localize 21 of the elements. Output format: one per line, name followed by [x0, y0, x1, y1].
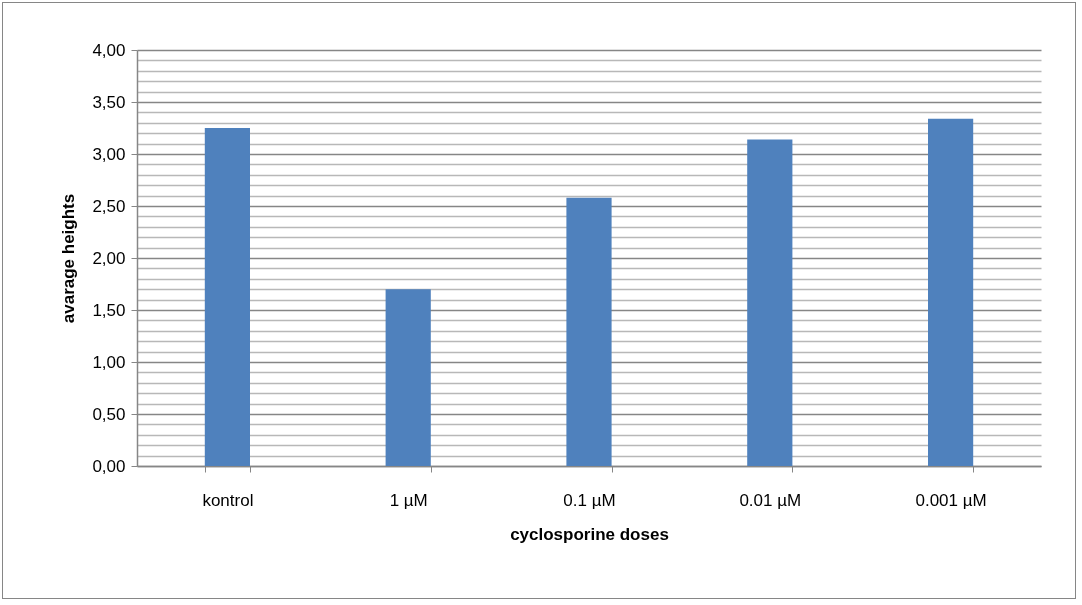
bar: [204, 128, 250, 466]
x-tick-label: 1 µM: [389, 490, 428, 510]
y-tick-label: 0,50: [92, 404, 126, 424]
y-tick-label: 1,50: [92, 300, 126, 320]
x-tick-label: 0.1 µM: [563, 490, 616, 510]
x-axis-title: cyclosporine doses: [510, 524, 669, 544]
y-tick-label: 2,00: [92, 248, 126, 268]
x-tick-label: kontrol: [202, 490, 254, 510]
y-tick-label: 2,50: [92, 196, 126, 216]
y-tick-label: 0,00: [92, 456, 126, 476]
bar: [566, 197, 612, 466]
y-tick-label: 1,00: [92, 352, 126, 372]
x-tick-label: 0.01 µM: [739, 490, 802, 510]
y-tick-label: 3,00: [92, 144, 126, 164]
y-axis-title: avarage heights: [59, 193, 79, 324]
y-tick-label: 4,00: [92, 40, 126, 60]
x-tick-label: 0.001 µM: [915, 490, 987, 510]
y-tick-label: 3,50: [92, 92, 126, 112]
bar: [747, 139, 793, 466]
bar: [928, 118, 974, 466]
bar: [385, 289, 431, 466]
